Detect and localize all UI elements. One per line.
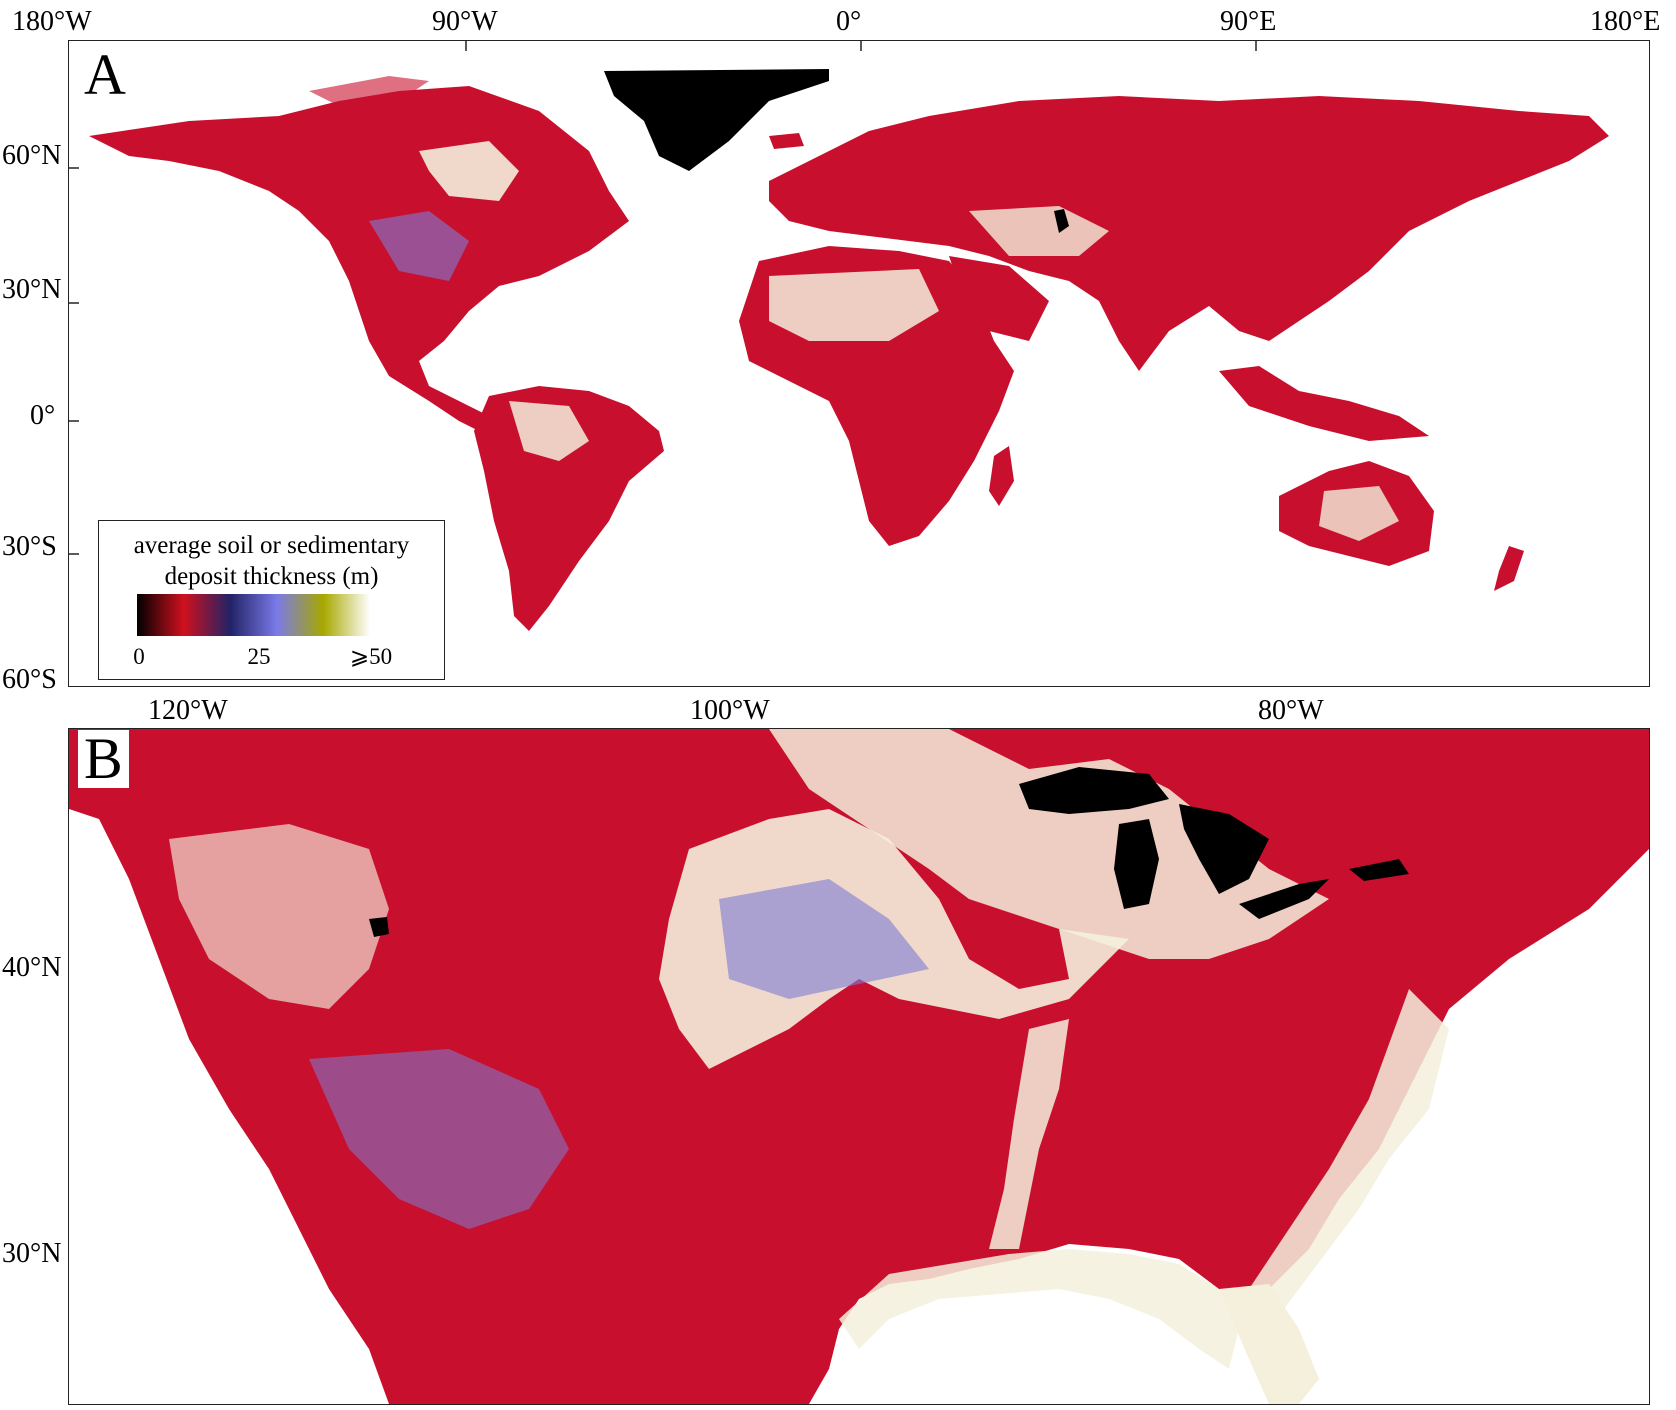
legend: average soil or sedimentary deposit thic… <box>98 520 445 680</box>
panel-b-top-label-120w: 120°W <box>148 695 228 726</box>
panel-b-us-map <box>68 728 1650 1405</box>
north-america-medium-deposits <box>369 211 469 281</box>
great-basin-deposits <box>169 824 389 1009</box>
panel-a-graticule-ticks <box>69 41 1257 555</box>
legend-color-bar <box>137 594 370 636</box>
north-america-thick-deposits <box>419 141 519 201</box>
northern-glacial-deposits <box>769 729 1329 959</box>
panel-a-left-label-30s: 30°S <box>2 531 57 562</box>
florida-shape <box>1219 1284 1319 1404</box>
lake-ontario <box>1349 859 1409 881</box>
panel-a-left-label-60n: 60°N <box>2 140 62 171</box>
panel-a-top-label-180w: 180°W <box>12 6 92 37</box>
southwest-deposits <box>309 1049 569 1229</box>
panel-a-left-label-30n: 30°N <box>2 274 62 305</box>
great-plains-medium-deposits <box>719 879 929 999</box>
panel-a-top-label-0: 0° <box>836 6 862 37</box>
atlantic-coastal-plain <box>1249 989 1449 1329</box>
panel-a-left-label-60s: 60°S <box>2 664 57 695</box>
lake-michigan <box>1114 819 1159 909</box>
panel-b-top-label-80w: 80°W <box>1258 695 1324 726</box>
great-salt-lake <box>369 917 389 937</box>
mississippi-valley <box>989 1019 1069 1249</box>
panel-b-left-label-40n: 40°N <box>2 952 62 983</box>
panel-a-top-label-90e: 90°E <box>1220 6 1277 37</box>
arctic-islands <box>309 76 429 106</box>
madagascar-shape <box>989 446 1014 506</box>
central-asia-thick-deposits <box>969 206 1109 256</box>
legend-tick-50: ⩾50 <box>349 644 393 669</box>
panel-a-letter: A <box>78 46 132 104</box>
lake-huron <box>1179 804 1269 894</box>
lake-superior <box>1019 767 1169 814</box>
south-america-shape <box>474 386 664 631</box>
south-america-thick-deposits <box>509 401 589 461</box>
southeast-asia-islands <box>1219 366 1429 441</box>
gulf-coastal-plain <box>839 1249 1239 1369</box>
world-map-svg <box>69 41 1609 631</box>
panel-a-left-label-0: 0° <box>30 400 56 431</box>
legend-tick-25: 25 <box>247 644 271 669</box>
australia-thick-deposits <box>1319 486 1399 541</box>
pacific-ocean <box>69 809 389 1404</box>
greenland-shape <box>604 69 829 171</box>
caspian-sea <box>1054 209 1069 233</box>
legend-title-line2: deposit thickness (m) <box>164 563 379 590</box>
panel-b-letter: B <box>78 730 129 788</box>
arabia-shape <box>949 256 1049 341</box>
panel-b-left-label-30n: 30°N <box>2 1238 62 1269</box>
gulf-of-mexico <box>809 1301 1229 1404</box>
legend-tick-0: 0 <box>133 644 145 669</box>
us-map-svg <box>69 729 1649 1404</box>
atlantic-ocean <box>1309 849 1649 1404</box>
iceland-shape <box>769 133 804 149</box>
sahara-thick-deposits <box>769 269 939 341</box>
legend-title-line1: average soil or sedimentary <box>133 532 410 559</box>
panel-b-top-label-100w: 100°W <box>690 695 770 726</box>
eurasia-shape <box>769 96 1609 371</box>
lake-erie <box>1239 879 1329 919</box>
panel-a-top-label-90w: 90°W <box>432 6 498 37</box>
new-zealand-shape <box>1494 546 1524 591</box>
panel-a-top-label-180e: 180°E <box>1590 6 1661 37</box>
